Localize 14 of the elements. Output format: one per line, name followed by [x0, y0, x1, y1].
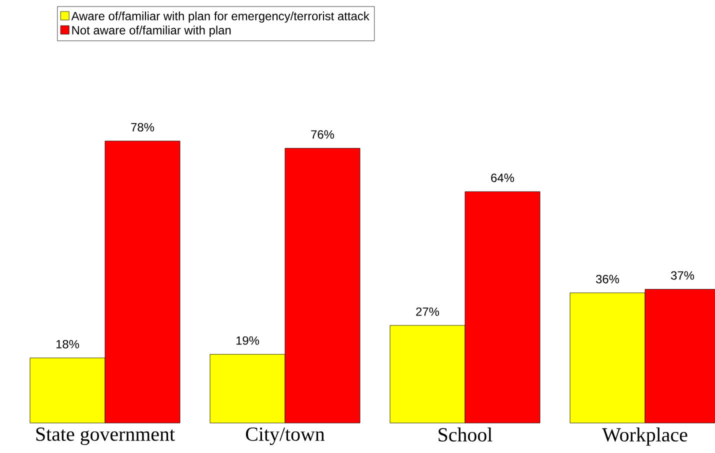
legend-label: Not aware of/familiar with plan — [72, 26, 231, 37]
x-tick-label: City/town — [246, 428, 325, 446]
x-tick-label: Workplace — [602, 428, 688, 446]
data-label: 36% — [596, 274, 620, 284]
x-tick-label: State government — [36, 428, 175, 446]
data-label: 19% — [236, 336, 260, 345]
legend-label: Aware of/familiar with plan for emergency/terrorist attack — [71, 12, 370, 23]
x-tick-label: School — [438, 428, 492, 442]
data-label: 64% — [491, 174, 514, 182]
data-label: 78% — [131, 123, 154, 132]
data-label: 18% — [56, 340, 80, 348]
data-label: 37% — [670, 271, 694, 280]
data-label: 76% — [311, 130, 334, 139]
data-label: 27% — [416, 307, 440, 316]
